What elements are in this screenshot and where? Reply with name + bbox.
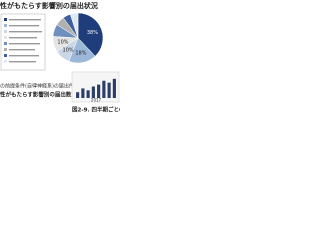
pie-chart: 38%18%10%10%: [52, 12, 104, 64]
bar: [81, 88, 85, 98]
legend-lines: [4, 18, 42, 63]
bar: [97, 84, 101, 98]
slice-label: 10%: [63, 47, 74, 53]
slice-label: 10%: [57, 39, 68, 45]
x-axis-label: 2017: [91, 98, 102, 103]
pie-slice: [69, 12, 79, 39]
caption-line: 性がもたらす影響別の届出数: [0, 91, 72, 99]
pie-slice: [77, 12, 104, 57]
bar-chart: 2017: [76, 78, 116, 103]
figure-caption: 図2-9. 四半期ごとの届: [72, 106, 120, 114]
page-title: 性がもたらす影響別の届出状況: [0, 1, 98, 10]
slice-label: 18%: [75, 51, 86, 57]
legend-box: [0, 13, 46, 71]
bar: [86, 90, 90, 98]
bar: [91, 86, 95, 98]
page: 性がもたらす影響別の届出状況 38%18%10%10% の前提条件(自律神経系)…: [0, 1, 120, 114]
caption-line: の前提条件(自律神経系)の届出件数: [0, 83, 79, 90]
bar: [102, 80, 106, 98]
bar-chart-frame: [71, 71, 120, 103]
bar: [76, 92, 80, 98]
slice-label: 38%: [87, 30, 98, 36]
bar: [107, 82, 111, 98]
bar: [112, 78, 116, 98]
